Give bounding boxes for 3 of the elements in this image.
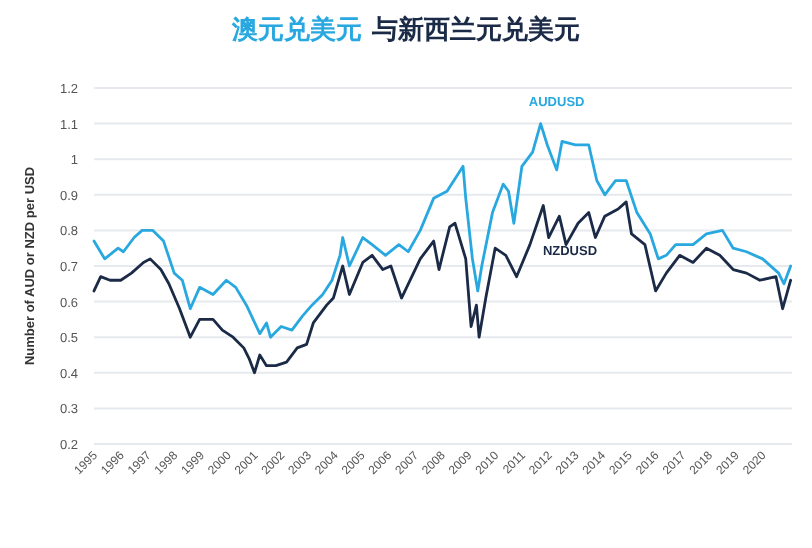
line-series xyxy=(92,122,793,339)
line-series xyxy=(92,200,793,375)
chart-title: 澳元兑美元 与新西兰元兑美元 xyxy=(230,14,580,46)
